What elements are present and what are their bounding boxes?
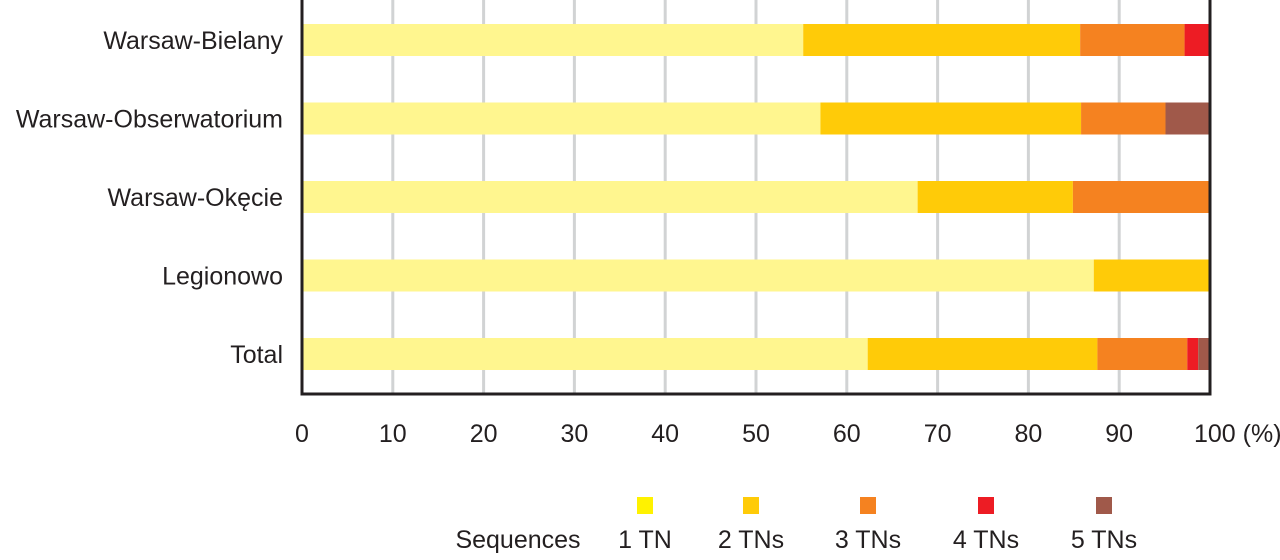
bar-segment <box>1093 259 1210 292</box>
x-tick-label: 30 <box>560 420 588 448</box>
x-tick-label: 80 <box>1014 420 1042 448</box>
legend-label: 5 TNs <box>1071 526 1137 554</box>
bar-segment <box>820 102 1082 135</box>
category-label: Warsaw-Bielany <box>103 27 283 55</box>
category-label: Legionowo <box>162 263 283 291</box>
category-label: Warsaw-Okęcie <box>108 184 284 212</box>
x-tick-labels: 0 10 20 30 40 50 60 70 80 90 100 (%) <box>295 420 1280 448</box>
category-label: Warsaw-Obserwatorium <box>16 106 283 134</box>
bar-segment <box>302 24 804 56</box>
x-tick-label: 20 <box>470 420 498 448</box>
bar-segment <box>302 338 868 370</box>
x-tick-label: 60 <box>833 420 861 448</box>
bar-segment <box>302 259 1094 292</box>
legend-label: 2 TNs <box>718 526 784 554</box>
x-tick-label: 0 <box>295 420 309 448</box>
axes <box>300 0 1212 396</box>
legend-label: 1 TN <box>618 526 672 554</box>
bar-segment <box>1081 102 1166 135</box>
bar-segment <box>302 102 821 135</box>
bars <box>302 24 1210 370</box>
bar-segment <box>803 24 1081 56</box>
bar-segment <box>1187 338 1199 370</box>
bar-segment <box>1072 181 1210 213</box>
x-tick-label: 40 <box>651 420 679 448</box>
bar-segment <box>1165 102 1210 135</box>
bar-segment <box>917 181 1073 213</box>
legend-swatch <box>978 497 994 514</box>
x-tick-label: 10 <box>379 420 407 448</box>
x-tick-label: 90 <box>1105 420 1133 448</box>
category-label: Total <box>230 341 283 369</box>
legend: Sequences 1 TN 2 TNs 3 TNs 4 TNs 5 TNs <box>455 497 1137 554</box>
legend-swatch <box>1096 497 1112 514</box>
bar-segment <box>867 338 1098 370</box>
x-tick-label: 50 <box>742 420 770 448</box>
legend-swatch <box>860 497 876 514</box>
bar-segment <box>1184 24 1210 56</box>
legend-swatch <box>743 497 759 514</box>
bar-segment <box>1097 338 1188 370</box>
bar-segment <box>1080 24 1185 56</box>
legend-swatch <box>637 497 653 514</box>
category-labels: Warsaw-Bielany Warsaw-Obserwatorium Warsaw… <box>16 27 284 369</box>
x-tick-label: 100 (%) <box>1194 420 1280 448</box>
legend-label: 3 TNs <box>835 526 901 554</box>
legend-label: 4 TNs <box>953 526 1019 554</box>
legend-title: Sequences <box>455 526 580 554</box>
bar-segment <box>1198 338 1210 370</box>
bar-segment <box>302 181 918 213</box>
x-tick-label: 70 <box>924 420 952 448</box>
